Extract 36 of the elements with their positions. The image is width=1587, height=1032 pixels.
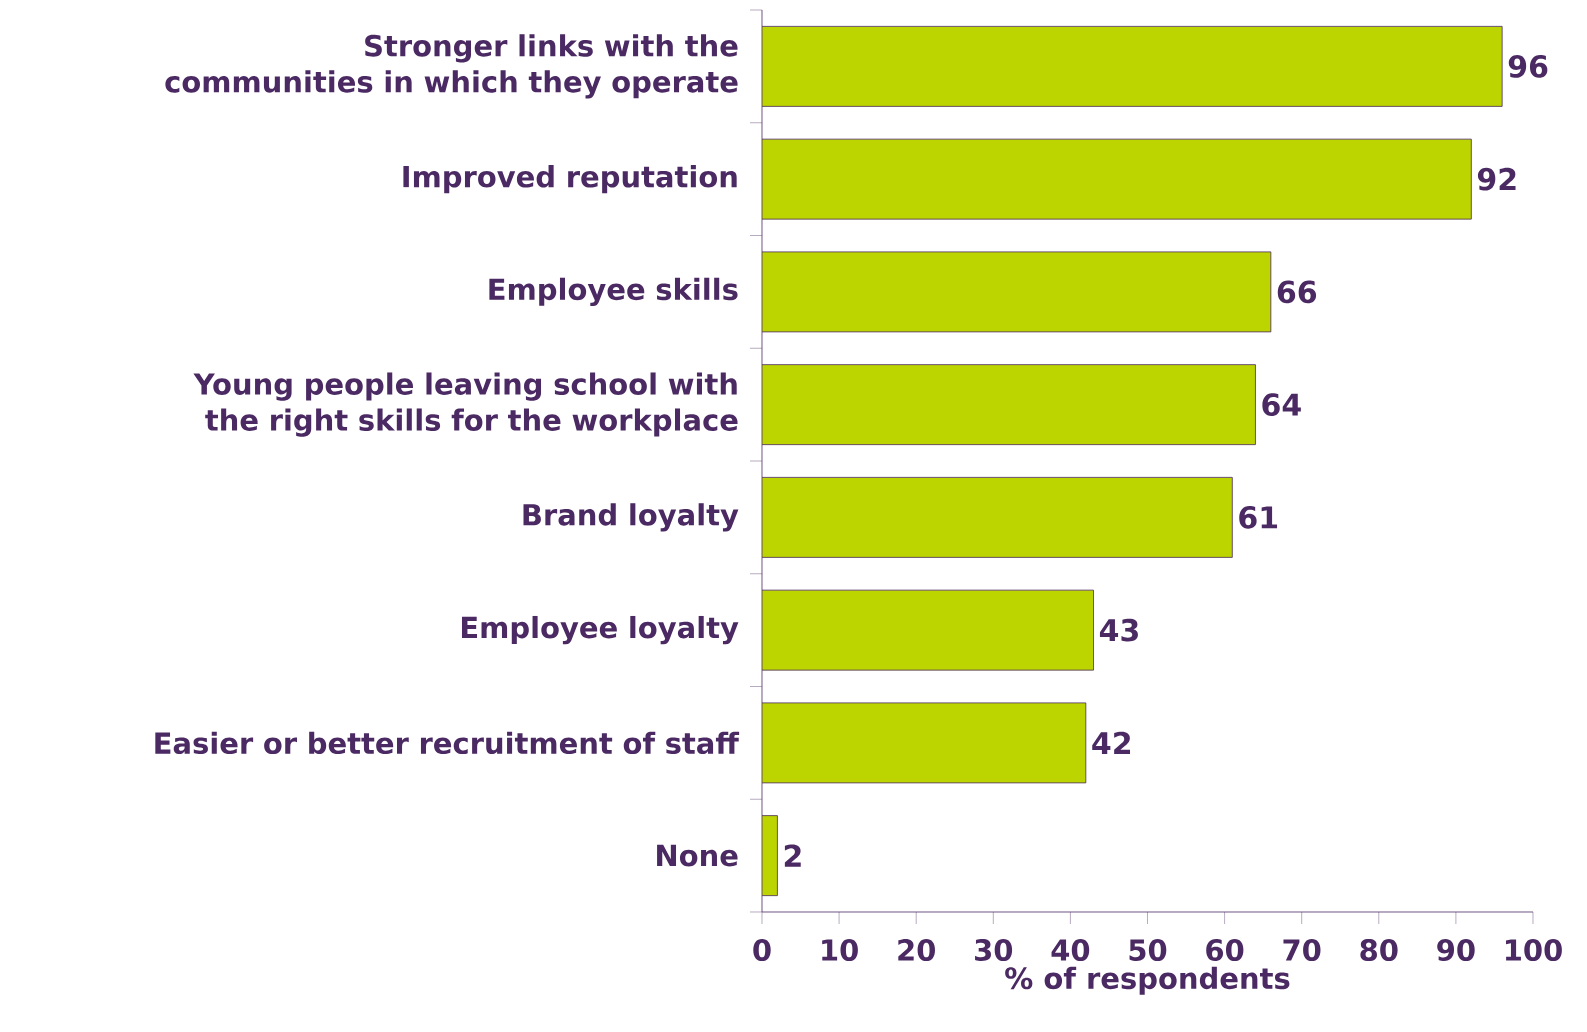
- data-label: 42: [1092, 731, 1131, 755]
- x-tick-label: 30: [975, 939, 1013, 961]
- bar: [761, 702, 1087, 784]
- y-tick-label: Young people leaving school with the right skills for the workplace: [193, 372, 738, 437]
- x-tick-label: 80: [1360, 939, 1398, 961]
- bar: [761, 251, 1272, 333]
- data-label: 66: [1277, 280, 1317, 304]
- bar: [761, 815, 778, 897]
- y-tick-label: None: [657, 844, 738, 867]
- bar: [761, 589, 1094, 671]
- y-tick-label: Easier or better recruitment of staff: [155, 731, 740, 755]
- y-tick-label: Employee loyalty: [461, 615, 739, 645]
- y-tick-label: Employee skills: [489, 277, 738, 307]
- x-tick-label: 0: [753, 939, 771, 961]
- data-label: 96: [1508, 55, 1548, 78]
- y-tick-label: Brand loyalty: [523, 503, 739, 532]
- x-tick-label: 90: [1437, 939, 1475, 961]
- data-label: 61: [1239, 506, 1278, 529]
- data-label: 64: [1262, 393, 1301, 416]
- y-tick-label: Improved reputation: [403, 165, 737, 194]
- x-tick-label: 20: [898, 939, 935, 961]
- x-tick-label: 100: [1505, 939, 1562, 961]
- data-label: 43: [1099, 618, 1138, 642]
- x-tick-label: 10: [822, 939, 858, 961]
- x-tick-label: 50: [1129, 939, 1167, 961]
- x-axis-title: % of respondents: [1005, 966, 1290, 995]
- data-label: 92: [1477, 167, 1516, 191]
- bar: [761, 25, 1503, 107]
- y-tick-label: Stronger links with the communities in which they operate: [165, 34, 738, 99]
- bar: [761, 476, 1233, 558]
- x-tick-label: 60: [1206, 939, 1244, 961]
- data-label: 2: [784, 844, 801, 867]
- x-tick-label: 70: [1283, 939, 1321, 961]
- bar: [761, 138, 1472, 220]
- x-tick-label: 40: [1051, 939, 1090, 961]
- bar: [761, 364, 1256, 446]
